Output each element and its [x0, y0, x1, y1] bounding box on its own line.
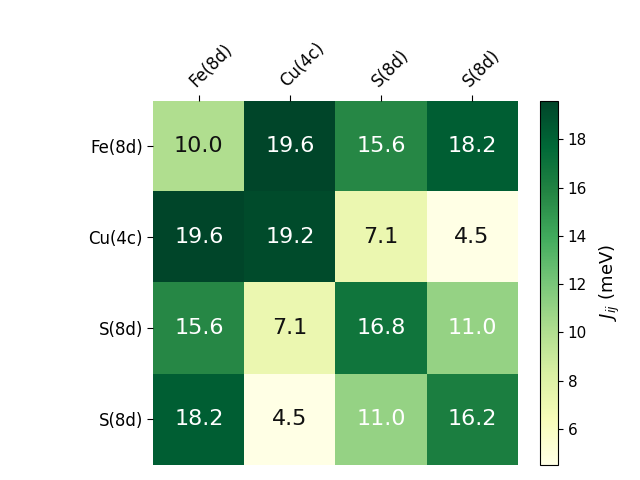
Text: 16.8: 16.8 — [356, 318, 406, 338]
Text: 19.2: 19.2 — [265, 228, 315, 247]
Text: 4.5: 4.5 — [272, 409, 308, 430]
Text: 7.1: 7.1 — [364, 228, 399, 247]
Text: 18.2: 18.2 — [447, 136, 497, 156]
Text: 11.0: 11.0 — [447, 318, 497, 338]
Y-axis label: $J_{ij}$ (meV): $J_{ij}$ (meV) — [598, 244, 622, 321]
Text: 7.1: 7.1 — [272, 318, 308, 338]
Text: 4.5: 4.5 — [454, 228, 490, 247]
Text: 10.0: 10.0 — [174, 136, 223, 156]
Text: 15.6: 15.6 — [174, 318, 223, 338]
Text: 19.6: 19.6 — [265, 136, 315, 156]
Text: 15.6: 15.6 — [356, 136, 406, 156]
Text: 16.2: 16.2 — [447, 409, 497, 430]
Text: 18.2: 18.2 — [174, 409, 223, 430]
Text: 11.0: 11.0 — [356, 409, 406, 430]
Text: 19.6: 19.6 — [174, 228, 223, 247]
